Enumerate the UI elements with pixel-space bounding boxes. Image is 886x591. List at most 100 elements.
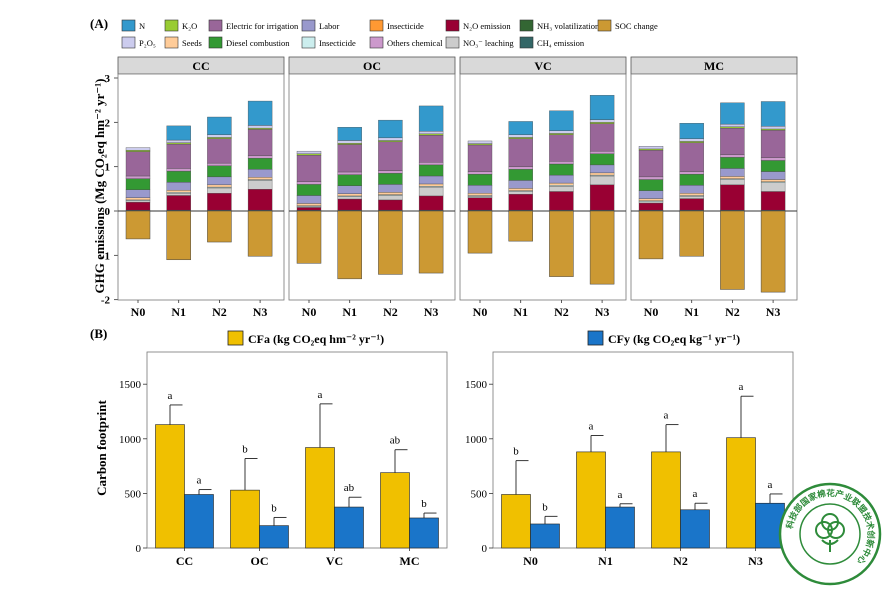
bar <box>726 437 756 549</box>
bar-segment <box>720 168 745 177</box>
significance-letter: b <box>271 502 277 514</box>
bar-segment <box>337 140 362 144</box>
bar-segment <box>589 123 615 152</box>
legend-b-label: CFa (kg CO₂eq hm⁻² yr⁻¹) <box>248 332 384 346</box>
bar-segment <box>378 140 403 143</box>
bar-segment <box>207 162 232 166</box>
bar-segment <box>166 143 191 169</box>
legend-a-swatch <box>164 36 179 49</box>
legend-a-swatch <box>519 36 534 49</box>
bar-segment <box>207 116 232 135</box>
x-tick-label: N0 <box>302 305 317 319</box>
bar-soc-segment <box>418 210 444 274</box>
legend-b-swatch <box>587 330 604 346</box>
bar-segment <box>720 154 745 158</box>
bar-segment <box>589 122 615 124</box>
bar-segment <box>378 195 403 201</box>
legend-a-label: CH₄ emission <box>537 38 585 48</box>
bar-segment <box>247 100 273 126</box>
bar-segment <box>166 182 191 191</box>
bar-segment <box>467 185 493 194</box>
bar-segment <box>378 173 403 185</box>
bar-segment <box>296 203 322 206</box>
significance-letter: b <box>513 446 519 458</box>
x-tick-label: N3 <box>766 305 781 319</box>
bar-segment <box>679 171 704 175</box>
bar <box>230 489 260 549</box>
x-tick-label: N3 <box>748 554 763 568</box>
bar-segment <box>166 139 191 143</box>
bar-segment <box>508 137 533 139</box>
bar-segment <box>589 153 615 166</box>
bar-segment <box>207 134 232 138</box>
bar-segment <box>549 161 574 165</box>
bar-segment <box>467 196 493 198</box>
legend-a-label: K₂O <box>182 21 197 31</box>
bar-segment <box>589 172 615 176</box>
x-tick-label: N2 <box>673 554 688 568</box>
x-tick-label: N0 <box>131 305 146 319</box>
x-tick-label: N1 <box>342 305 357 319</box>
bar-segment <box>166 125 191 141</box>
x-tick-label: N1 <box>684 305 699 319</box>
bar-segment <box>166 142 191 145</box>
bar-segment <box>337 198 362 211</box>
bar-segment <box>549 191 574 211</box>
bar-segment <box>125 147 151 151</box>
legend-a-label: Labor <box>319 21 339 31</box>
significance-letter: a <box>664 410 669 422</box>
bar-segment <box>247 127 273 130</box>
bar-segment <box>378 141 403 171</box>
bar <box>259 525 289 549</box>
bar-segment <box>418 162 444 166</box>
bar-segment <box>638 202 664 211</box>
x-tick-label: N1 <box>598 554 613 568</box>
bar-segment <box>549 134 574 162</box>
bar-segment <box>760 128 786 131</box>
bar-soc-segment <box>679 210 704 257</box>
bar-segment <box>418 164 444 177</box>
bar-segment <box>418 183 444 187</box>
cotton-boll-icon <box>815 513 845 552</box>
bar-segment <box>247 125 273 129</box>
x-tick-label: N2 <box>725 305 740 319</box>
bar-segment <box>508 134 533 138</box>
bar-segment <box>760 101 786 127</box>
bar-segment <box>679 138 704 142</box>
bar-segment <box>508 191 533 195</box>
y-tick-label: 500 <box>471 488 488 500</box>
y-tick-label: 0 <box>136 543 142 555</box>
bar-segment <box>166 170 191 183</box>
bar-soc-segment <box>207 210 232 243</box>
bar-segment <box>720 102 745 125</box>
panel-a-stacked-bars: 3 2 1 0 -1 -2 CC N0 N1 N2 N3 OC N0 N1 N2 N3 VC N0 N1 N2 N3 MC… <box>101 56 798 319</box>
bar-soc-segment <box>125 210 151 240</box>
bar-segment <box>508 166 533 170</box>
bar-segment <box>720 123 745 127</box>
bar-segment <box>508 121 533 135</box>
bar-segment <box>589 95 615 120</box>
bar-segment <box>296 150 322 154</box>
bar-segment <box>638 190 664 199</box>
bar-segment <box>679 141 704 143</box>
legend-a-label: Others chemical <box>387 38 443 48</box>
bar-segment <box>337 144 362 173</box>
bar-segment <box>589 164 615 174</box>
bar-segment <box>166 195 191 211</box>
significance-letter: ab <box>390 435 401 447</box>
bar-segment <box>337 174 362 186</box>
bar-segment <box>638 148 664 151</box>
bar-soc-segment <box>337 210 362 280</box>
significance-letter: a <box>618 489 623 501</box>
bar-segment <box>247 180 273 190</box>
bar-segment <box>337 196 362 200</box>
bar-segment <box>296 154 322 182</box>
legend-a-swatch <box>369 36 384 49</box>
bar-segment <box>378 199 403 211</box>
bar-soc-segment <box>549 210 574 277</box>
y-tick-label: 2 <box>105 117 111 129</box>
bar-segment <box>207 187 232 194</box>
bar <box>576 451 606 549</box>
bar-segment <box>125 189 151 198</box>
